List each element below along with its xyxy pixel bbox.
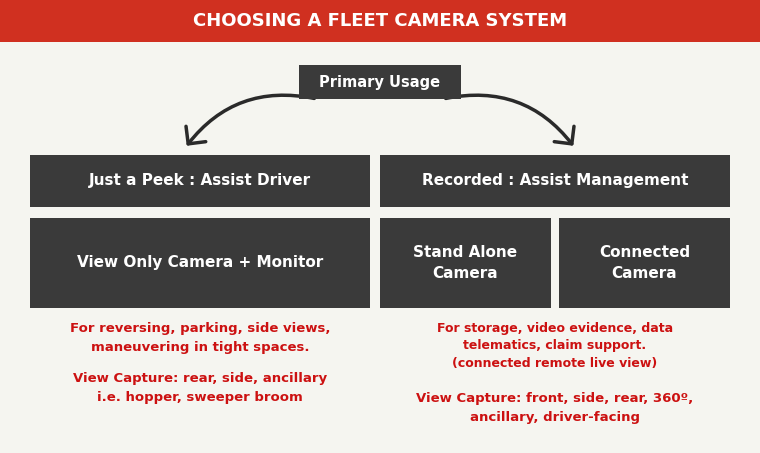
FancyBboxPatch shape <box>380 218 551 308</box>
Text: CHOOSING A FLEET CAMERA SYSTEM: CHOOSING A FLEET CAMERA SYSTEM <box>193 12 567 30</box>
Text: Recorded : Assist Management: Recorded : Assist Management <box>422 173 689 188</box>
Text: Primary Usage: Primary Usage <box>319 74 441 90</box>
FancyBboxPatch shape <box>380 155 730 207</box>
FancyArrowPatch shape <box>445 95 574 144</box>
FancyBboxPatch shape <box>559 218 730 308</box>
FancyBboxPatch shape <box>30 155 370 207</box>
Bar <box>0 0 760 42</box>
Text: For storage, video evidence, data
telematics, claim support.
(connected remote l: For storage, video evidence, data telema… <box>437 322 673 370</box>
Text: Connected
Camera: Connected Camera <box>599 245 690 281</box>
Text: View Only Camera + Monitor: View Only Camera + Monitor <box>77 255 323 270</box>
FancyArrowPatch shape <box>186 95 315 144</box>
FancyBboxPatch shape <box>299 65 461 99</box>
Text: Just a Peek : Assist Driver: Just a Peek : Assist Driver <box>89 173 311 188</box>
Text: Stand Alone
Camera: Stand Alone Camera <box>413 245 518 281</box>
FancyBboxPatch shape <box>30 218 370 308</box>
Text: View Capture: rear, side, ancillary
i.e. hopper, sweeper broom: View Capture: rear, side, ancillary i.e.… <box>73 372 327 404</box>
Text: View Capture: front, side, rear, 360º,
ancillary, driver-facing: View Capture: front, side, rear, 360º, a… <box>416 392 694 424</box>
Text: For reversing, parking, side views,
maneuvering in tight spaces.: For reversing, parking, side views, mane… <box>70 322 331 353</box>
